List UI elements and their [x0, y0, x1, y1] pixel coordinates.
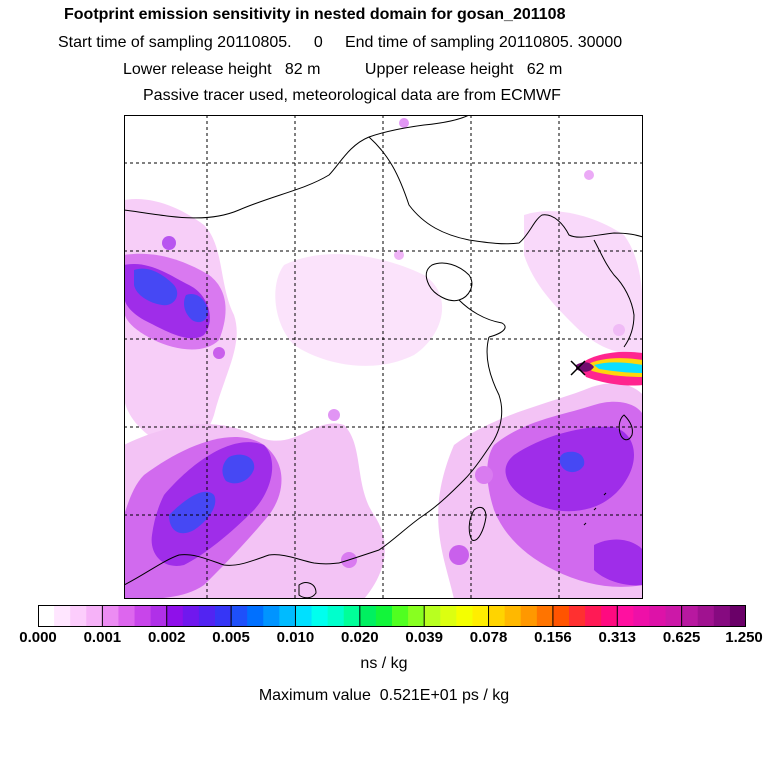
graticule: [124, 115, 643, 599]
colorbar-swatch: [569, 605, 586, 627]
speckle: [475, 466, 493, 484]
colorbar-tick-label: 0.078: [469, 629, 508, 646]
colorbar-swatch: [38, 605, 55, 627]
colorbar-swatch: [295, 605, 313, 627]
colorbar-swatch: [118, 605, 136, 627]
colorbar-swatch: [198, 605, 216, 627]
colorbar-swatch: [215, 605, 232, 627]
colorbar-swatch: [713, 605, 731, 627]
taiwan: [468, 506, 487, 541]
colorbar-tick-label: 0.625: [662, 629, 701, 646]
north-border: [124, 115, 470, 219]
colorbar-swatch: [375, 605, 393, 627]
units-label: ns / kg: [360, 655, 408, 672]
colorbar-swatch: [617, 605, 634, 627]
japan-kyushu: [618, 414, 633, 441]
colorbar: [38, 605, 746, 627]
colorbar-swatch: [456, 605, 473, 627]
colorbar-swatch: [311, 605, 329, 627]
map-title: Footprint emission sensitivity in nested…: [64, 6, 566, 23]
south-border: [124, 554, 340, 586]
field-blue-west: [134, 268, 178, 306]
field-blue-sw2: [222, 454, 255, 484]
speckle: [162, 236, 176, 250]
colorbar-tick-label: 0.005: [212, 629, 250, 646]
field-blue-sw: [169, 491, 216, 534]
colorbar-swatch: [520, 605, 538, 627]
colorbar-swatch: [86, 605, 103, 627]
colorbar-swatch: [263, 605, 280, 627]
colorbar-swatch: [649, 605, 667, 627]
colorbar-swatch: [552, 605, 570, 627]
colorbar-swatch: [392, 605, 409, 627]
sensitivity-field: [124, 118, 643, 599]
speckle: [613, 324, 625, 336]
field-blue-west2: [184, 293, 208, 323]
x-marker: [570, 360, 586, 376]
field-light-center: [275, 254, 443, 366]
colorbar-swatch: [359, 605, 377, 627]
colorbar-tick-label: 0.000: [19, 629, 57, 646]
field-light-ne: [524, 211, 643, 355]
colorbar-swatch: [472, 605, 490, 627]
colorbar-swatch: [408, 605, 425, 627]
speckle: [449, 545, 469, 565]
tracer-info-line: Passive tracer used, meteorological data…: [143, 87, 561, 104]
colorbar-swatch: [665, 605, 683, 627]
field-purple-se2: [594, 539, 643, 586]
colorbar-tick-label: 0.313: [598, 629, 637, 646]
colorbar-tick-label: 0.039: [405, 629, 443, 646]
field-blue-se: [559, 451, 585, 473]
plume-cyan: [594, 362, 643, 373]
shandong-coast: [458, 299, 506, 338]
ryukyu: [583, 492, 607, 526]
colorbar-swatch: [182, 605, 200, 627]
speckle: [399, 118, 409, 128]
colorbar-swatch: [424, 605, 441, 627]
korea-coast: [593, 239, 635, 348]
maximum-value-label: Maximum value 0.521E+01 ps / kg: [258, 687, 510, 704]
northeast-border: [368, 136, 643, 245]
release-height-line: Lower release height 82 m Upper release …: [123, 61, 563, 78]
colorbar-frame: [38, 605, 746, 627]
hainan: [298, 582, 317, 599]
colorbar-swatch: [134, 605, 152, 627]
colorbar-swatch: [327, 605, 345, 627]
sampling-time-line: Start time of sampling 20110805. 0 End t…: [58, 34, 623, 51]
colorbar-swatch: [488, 605, 506, 627]
colorbar-tick-label: 1.250: [725, 629, 763, 646]
speckle: [584, 170, 594, 180]
east-china-coast: [338, 336, 503, 564]
speckle: [213, 347, 225, 359]
colorbar-swatch: [70, 605, 87, 627]
colorbar-swatch: [166, 605, 184, 627]
speckle: [394, 250, 404, 260]
colorbar-swatch: [440, 605, 457, 627]
colorbar-swatch: [231, 605, 248, 627]
colorbar-tick-label: 0.001: [83, 629, 122, 646]
colorbar-tick-label: 0.020: [341, 629, 379, 646]
colorbar-swatch: [536, 605, 554, 627]
colorbar-swatch: [681, 605, 699, 627]
colorbar-swatch: [54, 605, 71, 627]
colorbar-tick-label: 0.010: [276, 629, 315, 646]
colorbar-swatch: [601, 605, 618, 627]
map-frame: [124, 115, 643, 599]
colorbar-swatch: [279, 605, 296, 627]
colorbar-tick-label: 0.156: [534, 629, 572, 646]
colorbar-swatch: [102, 605, 119, 627]
coastlines: [124, 115, 643, 599]
colorbar-swatch: [343, 605, 361, 627]
colorbar-swatch: [504, 605, 522, 627]
colorbar-tick-label: 0.002: [147, 629, 186, 646]
footprint-map: [124, 115, 643, 599]
speckle: [328, 409, 340, 421]
colorbar-swatch: [729, 605, 746, 627]
colorbar-swatch: [585, 605, 602, 627]
colorbar-swatch: [247, 605, 264, 627]
colorbar-swatch: [150, 605, 168, 627]
colorbar-swatch: [697, 605, 715, 627]
colorbar-swatch: [633, 605, 650, 627]
